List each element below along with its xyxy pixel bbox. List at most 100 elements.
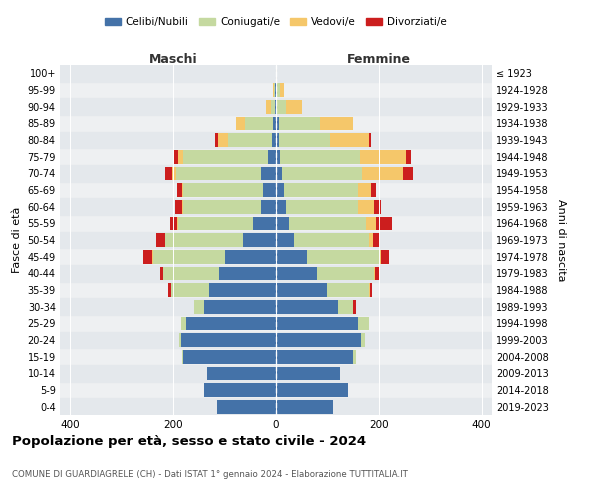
- Bar: [271, 100, 275, 114]
- Bar: [379, 250, 382, 264]
- Bar: [374, 266, 375, 280]
- Bar: [276, 183, 284, 197]
- Bar: [260, 166, 276, 180]
- Bar: [143, 250, 152, 264]
- Bar: [338, 300, 353, 314]
- Bar: [186, 316, 276, 330]
- Bar: [294, 233, 368, 247]
- Bar: [228, 133, 272, 147]
- Bar: [170, 283, 209, 297]
- Bar: [160, 266, 163, 280]
- Bar: [245, 116, 274, 130]
- Bar: [403, 166, 413, 180]
- Bar: [276, 283, 328, 297]
- Bar: [253, 216, 276, 230]
- Bar: [276, 116, 278, 130]
- Bar: [184, 150, 268, 164]
- Bar: [276, 300, 338, 314]
- Bar: [375, 266, 379, 280]
- Bar: [278, 116, 320, 130]
- Bar: [317, 266, 374, 280]
- Bar: [382, 250, 389, 264]
- Bar: [276, 166, 282, 180]
- Bar: [177, 183, 182, 197]
- Bar: [60, 332, 492, 348]
- Bar: [320, 116, 353, 130]
- Bar: [170, 216, 177, 230]
- Bar: [358, 183, 371, 197]
- Bar: [224, 250, 276, 264]
- Bar: [181, 333, 276, 347]
- Bar: [181, 316, 186, 330]
- Bar: [276, 316, 358, 330]
- Bar: [274, 116, 276, 130]
- Text: Popolazione per età, sesso e stato civile - 2024: Popolazione per età, sesso e stato civil…: [12, 435, 366, 448]
- Bar: [175, 200, 182, 213]
- Bar: [60, 132, 492, 148]
- Bar: [358, 316, 368, 330]
- Bar: [178, 216, 253, 230]
- Bar: [206, 366, 276, 380]
- Bar: [166, 233, 242, 247]
- Bar: [242, 233, 276, 247]
- Bar: [60, 198, 492, 215]
- Legend: Celibi/Nubili, Coniugati/e, Vedovi/e, Divorziati/e: Celibi/Nubili, Coniugati/e, Vedovi/e, Di…: [101, 12, 451, 31]
- Bar: [184, 350, 276, 364]
- Bar: [280, 150, 360, 164]
- Bar: [370, 283, 372, 297]
- Bar: [215, 133, 218, 147]
- Bar: [60, 398, 492, 415]
- Bar: [307, 250, 379, 264]
- Bar: [275, 83, 276, 97]
- Bar: [184, 183, 263, 197]
- Bar: [368, 133, 371, 147]
- Bar: [286, 100, 302, 114]
- Bar: [204, 383, 276, 397]
- Bar: [276, 383, 348, 397]
- Bar: [60, 365, 492, 382]
- Bar: [276, 350, 353, 364]
- Y-axis label: Anni di nascita: Anni di nascita: [556, 198, 566, 281]
- Bar: [373, 233, 380, 247]
- Bar: [330, 133, 368, 147]
- Bar: [184, 200, 260, 213]
- Bar: [361, 333, 365, 347]
- Bar: [276, 250, 307, 264]
- Bar: [260, 200, 276, 213]
- Bar: [60, 232, 492, 248]
- Bar: [280, 83, 284, 97]
- Bar: [360, 150, 406, 164]
- Bar: [178, 150, 184, 164]
- Bar: [368, 233, 373, 247]
- Bar: [358, 200, 374, 213]
- Bar: [276, 150, 280, 164]
- Bar: [263, 183, 276, 197]
- Bar: [179, 333, 181, 347]
- Bar: [266, 100, 271, 114]
- Bar: [172, 166, 176, 180]
- Text: Maschi: Maschi: [149, 53, 197, 66]
- Bar: [276, 83, 277, 97]
- Bar: [273, 83, 274, 97]
- Bar: [374, 200, 382, 213]
- Bar: [209, 283, 276, 297]
- Bar: [272, 133, 276, 147]
- Text: Femmine: Femmine: [347, 53, 411, 66]
- Bar: [155, 233, 165, 247]
- Bar: [194, 300, 204, 314]
- Bar: [353, 350, 356, 364]
- Bar: [174, 150, 178, 164]
- Bar: [362, 166, 403, 180]
- Bar: [276, 366, 340, 380]
- Bar: [277, 100, 286, 114]
- Bar: [275, 100, 276, 114]
- Y-axis label: Fasce di età: Fasce di età: [12, 207, 22, 273]
- Bar: [220, 266, 276, 280]
- Bar: [276, 333, 361, 347]
- Bar: [276, 400, 332, 413]
- Bar: [182, 350, 184, 364]
- Bar: [60, 65, 492, 82]
- Bar: [276, 200, 286, 213]
- Bar: [282, 166, 362, 180]
- Bar: [218, 133, 228, 147]
